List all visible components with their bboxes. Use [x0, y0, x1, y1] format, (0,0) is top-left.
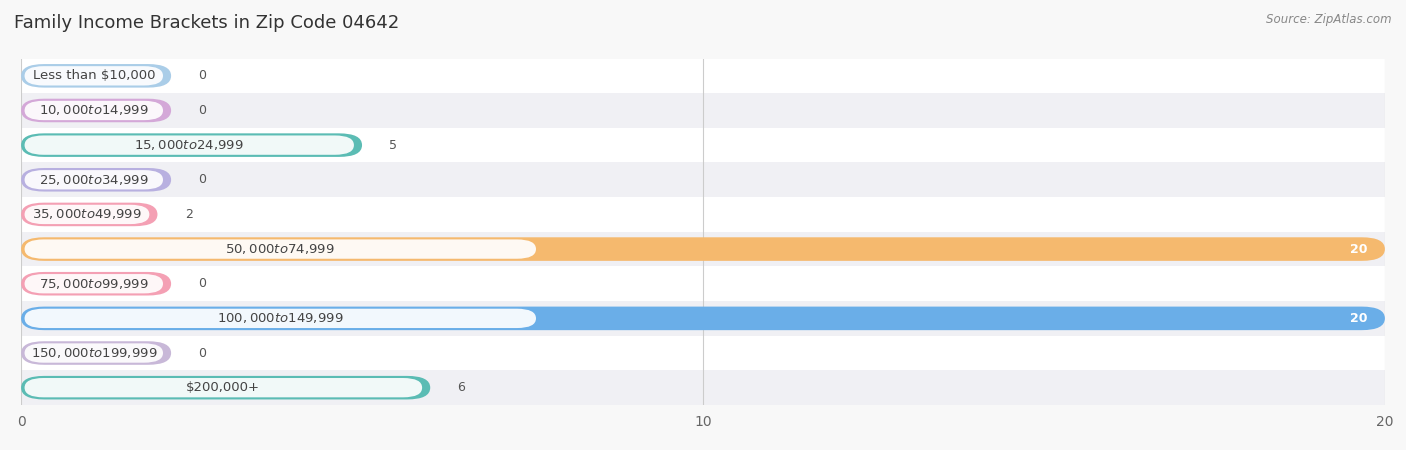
Text: $75,000 to $99,999: $75,000 to $99,999	[39, 277, 149, 291]
Text: $200,000+: $200,000+	[187, 381, 260, 394]
Text: 0: 0	[198, 346, 207, 360]
Text: $50,000 to $74,999: $50,000 to $74,999	[225, 242, 335, 256]
Text: 0: 0	[198, 69, 207, 82]
Text: $15,000 to $24,999: $15,000 to $24,999	[135, 138, 245, 152]
FancyBboxPatch shape	[24, 101, 163, 120]
Text: $100,000 to $149,999: $100,000 to $149,999	[217, 311, 343, 325]
FancyBboxPatch shape	[21, 99, 172, 122]
FancyBboxPatch shape	[24, 239, 536, 259]
Text: 6: 6	[457, 381, 465, 394]
Text: $25,000 to $34,999: $25,000 to $34,999	[39, 173, 149, 187]
FancyBboxPatch shape	[24, 309, 536, 328]
Bar	[21, 301, 1385, 336]
FancyBboxPatch shape	[21, 168, 172, 192]
Bar	[21, 58, 1385, 93]
FancyBboxPatch shape	[21, 272, 172, 296]
Text: $10,000 to $14,999: $10,000 to $14,999	[39, 104, 149, 117]
Text: Source: ZipAtlas.com: Source: ZipAtlas.com	[1267, 14, 1392, 27]
FancyBboxPatch shape	[24, 274, 163, 293]
Text: $150,000 to $199,999: $150,000 to $199,999	[31, 346, 157, 360]
FancyBboxPatch shape	[21, 64, 172, 88]
Bar	[21, 197, 1385, 232]
Bar	[21, 336, 1385, 370]
FancyBboxPatch shape	[21, 237, 1385, 261]
Bar	[21, 232, 1385, 266]
Text: 0: 0	[198, 104, 207, 117]
Text: $35,000 to $49,999: $35,000 to $49,999	[32, 207, 142, 221]
Bar	[21, 93, 1385, 128]
FancyBboxPatch shape	[21, 306, 1385, 330]
Bar	[21, 162, 1385, 197]
FancyBboxPatch shape	[21, 341, 172, 365]
Bar	[21, 266, 1385, 301]
Text: 20: 20	[1350, 243, 1368, 256]
Text: 5: 5	[389, 139, 398, 152]
Text: 2: 2	[184, 208, 193, 221]
FancyBboxPatch shape	[24, 205, 149, 224]
Bar	[21, 128, 1385, 162]
FancyBboxPatch shape	[21, 133, 363, 157]
FancyBboxPatch shape	[24, 135, 354, 155]
FancyBboxPatch shape	[24, 343, 163, 363]
Text: 0: 0	[198, 277, 207, 290]
FancyBboxPatch shape	[24, 170, 163, 189]
FancyBboxPatch shape	[24, 66, 163, 86]
FancyBboxPatch shape	[21, 202, 157, 226]
Bar	[21, 370, 1385, 405]
FancyBboxPatch shape	[21, 376, 430, 400]
FancyBboxPatch shape	[24, 378, 422, 397]
Text: 20: 20	[1350, 312, 1368, 325]
Text: Less than $10,000: Less than $10,000	[32, 69, 155, 82]
Text: 0: 0	[198, 173, 207, 186]
Text: Family Income Brackets in Zip Code 04642: Family Income Brackets in Zip Code 04642	[14, 14, 399, 32]
